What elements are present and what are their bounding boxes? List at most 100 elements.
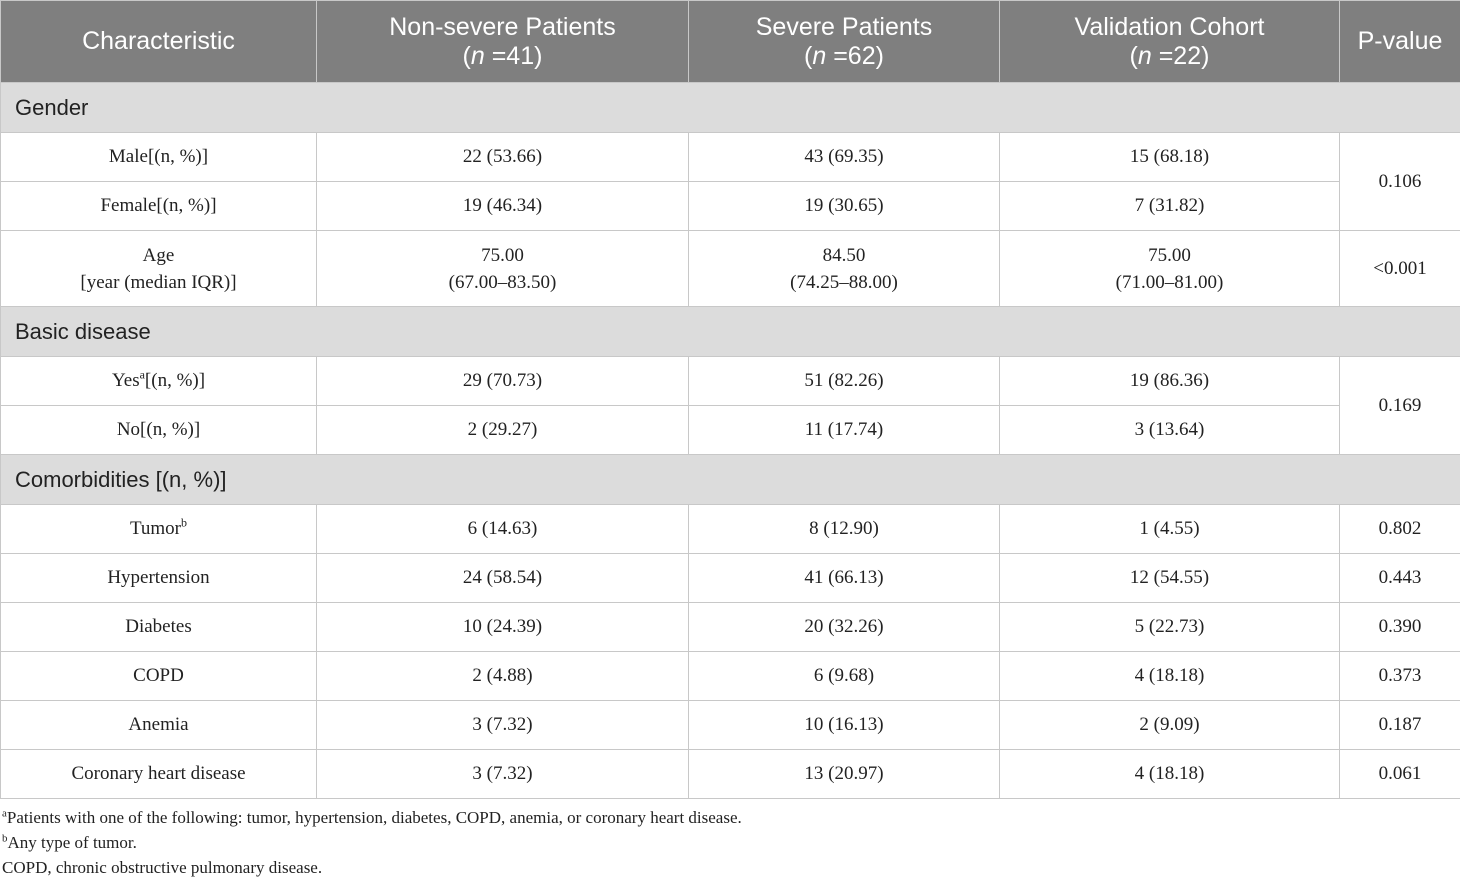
footnote-mark-b: b: [181, 516, 187, 530]
header-non-severe: Non-severe Patients (n =41): [317, 1, 689, 83]
footnote-copd: COPD, chronic obstructive pulmonary dise…: [2, 855, 1452, 880]
n-italic: n: [812, 42, 826, 70]
header-severe: Severe Patients (n =62): [689, 1, 1000, 83]
row-label: Female[(n, %)]: [1, 182, 317, 231]
iqr: (71.00–81.00): [1116, 272, 1224, 293]
header-validation-title: Validation Cohort: [1075, 13, 1265, 41]
section-basic-disease: Basic disease: [1, 307, 1460, 357]
cell-severe: 6 (9.68): [689, 652, 1000, 701]
cell-severe: 19 (30.65): [689, 182, 1000, 231]
row-label: Male[(n, %)]: [1, 133, 317, 182]
cell-validation: 12 (54.55): [1000, 554, 1340, 603]
row-label: Coronary heart disease: [1, 750, 317, 799]
cell-validation: 4 (18.18): [1000, 652, 1340, 701]
header-validation: Validation Cohort (n =22): [1000, 1, 1340, 83]
n-italic: n: [1138, 42, 1152, 70]
cell-pvalue: <0.001: [1340, 231, 1460, 307]
cell-non-severe: 10 (24.39): [317, 603, 689, 652]
cell-non-severe: 19 (46.34): [317, 182, 689, 231]
header-non-severe-n: =41): [485, 42, 543, 70]
cell-non-severe: 6 (14.63): [317, 505, 689, 554]
table-row-female: Female[(n, %)] 19 (46.34) 19 (30.65) 7 (…: [1, 182, 1460, 231]
header-pvalue: P-value: [1340, 1, 1460, 83]
section-row-gender: Gender: [1, 83, 1460, 133]
cell-validation: 5 (22.73): [1000, 603, 1340, 652]
cell-pvalue: 0.390: [1340, 603, 1460, 652]
section-gender: Gender: [1, 83, 1460, 133]
cell-non-severe: 3 (7.32): [317, 750, 689, 799]
paren: (: [463, 42, 471, 70]
table-row-hypertension: Hypertension 24 (58.54) 41 (66.13) 12 (5…: [1, 554, 1460, 603]
cell-severe: 13 (20.97): [689, 750, 1000, 799]
table-row-age: Age [year (median IQR)] 75.00 (67.00–83.50…: [1, 231, 1460, 307]
table-row-yes: Yesa[(n, %)] 29 (70.73) 51 (82.26) 19 (8…: [1, 357, 1460, 406]
row-label: Yesa[(n, %)]: [1, 357, 317, 406]
paren: (: [1130, 42, 1138, 70]
cell-validation: 7 (31.82): [1000, 182, 1340, 231]
table-row-male: Male[(n, %)] 22 (53.66) 43 (69.35) 15 (6…: [1, 133, 1460, 182]
cell-non-severe: 75.00 (67.00–83.50): [317, 231, 689, 307]
table-row-copd: COPD 2 (4.88) 6 (9.68) 4 (18.18) 0.373: [1, 652, 1460, 701]
row-label: COPD: [1, 652, 317, 701]
table-row-anemia: Anemia 3 (7.32) 10 (16.13) 2 (9.09) 0.18…: [1, 701, 1460, 750]
section-row-basic-disease: Basic disease: [1, 307, 1460, 357]
median: 84.50: [823, 245, 866, 266]
cell-severe: 41 (66.13): [689, 554, 1000, 603]
footnote-a-text: Patients with one of the following: tumo…: [7, 808, 742, 827]
cell-validation: 19 (86.36): [1000, 357, 1340, 406]
row-label: Hypertension: [1, 554, 317, 603]
cell-severe: 8 (12.90): [689, 505, 1000, 554]
table-row-chd: Coronary heart disease 3 (7.32) 13 (20.9…: [1, 750, 1460, 799]
row-label: Anemia: [1, 701, 317, 750]
cell-severe: 20 (32.26): [689, 603, 1000, 652]
cell-severe: 10 (16.13): [689, 701, 1000, 750]
cell-validation: 2 (9.09): [1000, 701, 1340, 750]
cell-severe: 51 (82.26): [689, 357, 1000, 406]
iqr: (74.25–88.00): [790, 272, 898, 293]
footnote-b: bAny type of tumor.: [2, 830, 1452, 855]
footnote-a: aPatients with one of the following: tum…: [2, 805, 1452, 830]
table-row-no: No[(n, %)] 2 (29.27) 11 (17.74) 3 (13.64…: [1, 406, 1460, 455]
n-italic: n: [471, 42, 485, 70]
cell-severe: 43 (69.35): [689, 133, 1000, 182]
cell-pvalue: 0.373: [1340, 652, 1460, 701]
cell-non-severe: 24 (58.54): [317, 554, 689, 603]
cell-pvalue-gender: 0.106: [1340, 133, 1460, 231]
cell-non-severe: 2 (4.88): [317, 652, 689, 701]
characteristics-table: Characteristic Non-severe Patients (n =4…: [0, 0, 1460, 799]
age-label-line1: Age: [143, 245, 175, 266]
cell-pvalue: 0.061: [1340, 750, 1460, 799]
cell-validation: 15 (68.18): [1000, 133, 1340, 182]
cell-validation: 75.00 (71.00–81.00): [1000, 231, 1340, 307]
table-row-tumor: Tumorb 6 (14.63) 8 (12.90) 1 (4.55) 0.80…: [1, 505, 1460, 554]
row-label: Tumorb: [1, 505, 317, 554]
footnote-b-text: Any type of tumor.: [8, 833, 137, 852]
yes-label: Yes: [112, 370, 140, 391]
section-row-comorbidities: Comorbidities [(n, %)]: [1, 455, 1460, 505]
median: 75.00: [481, 245, 524, 266]
row-label: No[(n, %)]: [1, 406, 317, 455]
cell-non-severe: 22 (53.66): [317, 133, 689, 182]
cell-severe: 84.50 (74.25–88.00): [689, 231, 1000, 307]
age-label-line2: [year (median IQR)]: [80, 272, 236, 293]
row-label: Diabetes: [1, 603, 317, 652]
cell-pvalue: 0.443: [1340, 554, 1460, 603]
cell-pvalue-basic: 0.169: [1340, 357, 1460, 455]
cell-severe: 11 (17.74): [689, 406, 1000, 455]
cell-pvalue: 0.802: [1340, 505, 1460, 554]
cell-non-severe: 2 (29.27): [317, 406, 689, 455]
cell-validation: 1 (4.55): [1000, 505, 1340, 554]
cell-validation: 3 (13.64): [1000, 406, 1340, 455]
header-non-severe-title: Non-severe Patients: [389, 13, 616, 41]
iqr: (67.00–83.50): [449, 272, 557, 293]
median: 75.00: [1148, 245, 1191, 266]
row-label: Age [year (median IQR)]: [1, 231, 317, 307]
cell-non-severe: 3 (7.32): [317, 701, 689, 750]
footnotes: aPatients with one of the following: tum…: [2, 805, 1452, 880]
header-severe-n: =62): [826, 42, 884, 70]
cell-pvalue: 0.187: [1340, 701, 1460, 750]
yes-label-rest: [(n, %)]: [145, 370, 205, 391]
header-characteristic: Characteristic: [1, 1, 317, 83]
section-comorbidities: Comorbidities [(n, %)]: [1, 455, 1460, 505]
header-severe-title: Severe Patients: [756, 13, 933, 41]
